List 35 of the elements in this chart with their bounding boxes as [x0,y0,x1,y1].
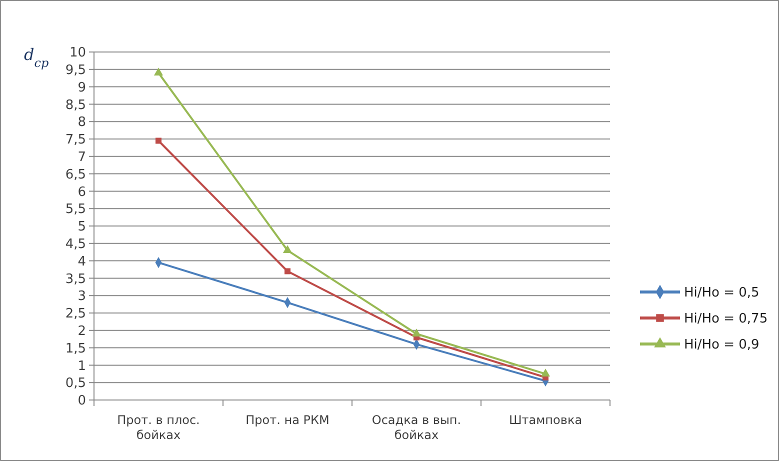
y-tick-label: 9 [78,80,86,96]
y-tick-label: 7,5 [65,132,86,148]
y-tick-label: 1,5 [65,341,86,356]
y-tick-label: 5 [78,220,86,235]
y-tick-label: 6,5 [65,167,86,182]
x-tick-label: Осадка в вып. бойках [372,413,462,442]
x-tick-label: Штамповка [508,413,582,427]
point [540,368,550,377]
y-tick-label: 5,5 [65,202,86,218]
point [412,328,422,337]
y-tick-label: 1 [78,358,86,374]
y-tick-label: 3 [78,289,86,304]
y-tick-label: 2,5 [65,306,86,322]
x-tick-label: Прот. на РКМ [246,413,330,427]
point [282,245,292,253]
y-tick-label: 8,5 [65,98,86,113]
point [156,138,162,144]
y-tick-label: 7 [78,150,86,165]
y-tick-label: 0 [78,394,86,409]
y-tick-label: 4 [78,254,86,270]
point [154,68,164,76]
legend-label: Hi/Ho = 0,75 [684,312,768,327]
x-tick-label: Прот. в плос. бойках [117,413,200,442]
legend-label: Hi/Ho = 0,5 [684,286,760,301]
y-axis-title: d$_{cp}$ [24,45,49,70]
y-tick-label: 0,5 [65,376,86,392]
y-tick-label: 6 [78,184,86,200]
y-tick-label: 9,5 [65,62,86,78]
point [284,268,290,274]
y-tick-label: 8 [78,115,86,130]
y-tick-label: 10 [69,46,86,61]
y-tick-label: 4,5 [65,236,86,252]
legend-label: Hi/Ho = 0,9 [684,338,760,353]
y-tick-label: 2 [78,324,86,339]
y-tick-label: 3,5 [65,272,86,287]
